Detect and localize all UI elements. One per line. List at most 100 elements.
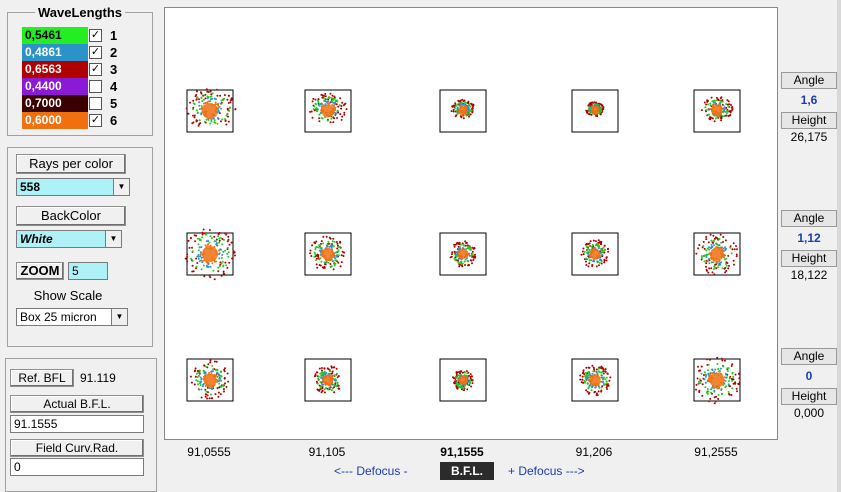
wavelength-checkbox[interactable]: ✓ — [89, 46, 102, 59]
actual-bfl-button[interactable]: Actual B.F.L. — [10, 395, 144, 413]
ray-dot — [337, 250, 340, 253]
ray-dot — [720, 388, 723, 391]
ray-dot — [324, 386, 327, 389]
zoom-input[interactable]: 5 — [68, 262, 108, 280]
ray-dot — [454, 105, 457, 108]
ray-dot — [724, 246, 727, 249]
ray-dot — [344, 102, 347, 105]
scale-select[interactable]: Box 25 micron ▼ — [16, 308, 128, 326]
ray-dot — [217, 395, 220, 398]
ray-dot — [331, 94, 334, 97]
ray-dot — [604, 378, 607, 381]
ray-dot — [697, 365, 699, 368]
wavelength-checkbox[interactable]: ✓ — [89, 114, 102, 127]
ray-dot — [313, 255, 316, 258]
scale-box — [439, 89, 487, 133]
wavelength-value[interactable]: 0,5461 — [22, 27, 88, 44]
wavelength-value[interactable]: 0,6563 — [22, 61, 88, 78]
wavelength-value[interactable]: 0,4861 — [22, 44, 88, 61]
ray-dot — [726, 109, 728, 112]
ray-dot — [200, 378, 203, 381]
wavelength-value[interactable]: 0,4400 — [22, 78, 88, 95]
ray-dot — [703, 247, 706, 250]
chevron-down-icon[interactable]: ▼ — [105, 231, 121, 247]
ray-dot — [701, 383, 704, 386]
ray-dot — [216, 117, 219, 119]
height-value: 26,175 — [790, 130, 828, 144]
ray-dot — [707, 258, 710, 261]
angle-button[interactable]: Angle — [781, 348, 837, 365]
ray-dot — [720, 261, 723, 264]
right-scrollbar[interactable] — [837, 0, 841, 492]
height-button[interactable]: Height — [781, 250, 837, 267]
wavelength-row[interactable]: 0,4400 4 — [22, 78, 126, 95]
defocus-minus-link[interactable]: <--- Defocus - — [334, 464, 408, 478]
ray-dot — [725, 269, 728, 272]
ray-dot — [722, 241, 724, 243]
ray-dot — [319, 386, 322, 389]
ray-dot — [197, 249, 200, 252]
ray-dot — [227, 251, 230, 254]
ray-dot — [221, 118, 224, 121]
ray-dot — [589, 240, 592, 243]
angle-button[interactable]: Angle — [781, 210, 837, 227]
wavelength-checkbox[interactable] — [89, 97, 102, 110]
wavelength-number: 6 — [110, 113, 118, 128]
ray-dot — [607, 247, 610, 250]
ray-dot — [598, 261, 601, 264]
ray-dot — [455, 372, 458, 375]
ray-dot — [595, 265, 598, 268]
wavelength-row[interactable]: 0,4861 ✓ 2 — [22, 44, 126, 61]
ray-dot — [329, 121, 332, 124]
ray-dot — [311, 244, 314, 247]
wavelength-row[interactable]: 0,5461 ✓ 1 — [22, 27, 126, 44]
zoom-button[interactable]: ZOOM — [16, 262, 64, 280]
ray-dot — [230, 97, 233, 100]
ray-dot — [735, 387, 738, 390]
ray-dot — [219, 120, 222, 123]
wavelength-row[interactable]: 0,7000 5 — [22, 95, 126, 112]
ray-dot — [215, 360, 218, 363]
wavelength-value[interactable]: 0,6000 — [22, 112, 88, 129]
angle-button[interactable]: Angle — [781, 72, 837, 89]
ray-dot — [322, 104, 325, 107]
bfl-panel: Ref. BFL 91.119 Actual B.F.L. 91.1555 Fi… — [5, 358, 157, 492]
wavelength-value[interactable]: 0,7000 — [22, 95, 88, 112]
ray-dot — [600, 107, 603, 110]
wavelength-checkbox[interactable]: ✓ — [89, 63, 102, 76]
chevron-down-icon[interactable]: ▼ — [111, 309, 127, 325]
rays-per-color-select[interactable]: 558 ▼ — [16, 178, 130, 196]
defocus-plus-link[interactable]: + Defocus ---> — [508, 464, 585, 478]
wavelength-row[interactable]: 0,6563 ✓ 3 — [22, 61, 126, 78]
ray-dot — [452, 376, 454, 379]
ray-dot — [708, 246, 711, 249]
ray-dot — [340, 105, 343, 107]
ray-dot — [467, 383, 470, 386]
actual-bfl-input[interactable]: 91.1555 — [10, 415, 144, 433]
ray-dot — [705, 249, 708, 252]
ray-dot — [218, 249, 220, 252]
height-button[interactable]: Height — [781, 112, 837, 129]
height-button[interactable]: Height — [781, 388, 837, 405]
ray-dot — [319, 257, 322, 260]
chevron-down-icon[interactable]: ▼ — [113, 179, 129, 195]
ray-dot — [228, 110, 231, 112]
wavelength-row[interactable]: 0,6000 ✓ 6 — [22, 112, 126, 129]
wavelength-checkbox[interactable]: ✓ — [89, 29, 102, 42]
field-curv-button[interactable]: Field Curv.Rad. — [10, 439, 144, 457]
ref-bfl-button[interactable]: Ref. BFL — [10, 369, 74, 387]
ray-dot — [707, 103, 709, 106]
ray-dot — [729, 114, 732, 116]
ray-dot — [313, 241, 316, 244]
ray-dot — [233, 251, 236, 254]
field-curv-input[interactable]: 0 — [10, 458, 144, 476]
backcolor-button[interactable]: BackColor — [16, 206, 126, 226]
rays-per-color-button[interactable]: Rays per color — [16, 154, 126, 174]
ray-dot — [703, 260, 706, 263]
ray-dot — [460, 101, 463, 104]
ray-dot — [333, 263, 336, 266]
backcolor-select[interactable]: White ▼ — [16, 230, 122, 248]
bfl-button[interactable]: B.F.L. — [440, 462, 494, 480]
ray-dot — [191, 246, 193, 249]
wavelength-checkbox[interactable] — [89, 80, 102, 93]
